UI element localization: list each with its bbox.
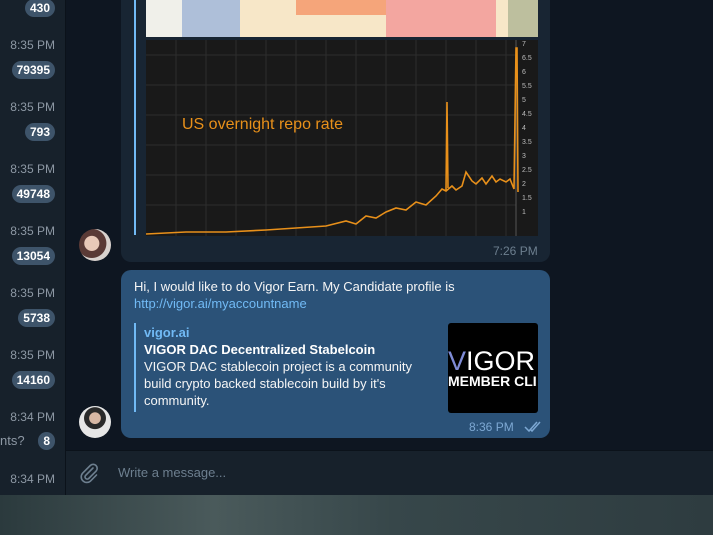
thumbnail-logo: VIGOR: [448, 346, 536, 376]
message-input[interactable]: Write a message...: [118, 465, 227, 480]
chart-axis-ticks: 7 6.5 6 5.5 5 4.5 4 3.5 3 2.5 2 1.5 1: [522, 41, 532, 216]
preview-description: VIGOR DAC stablecoin project is a commun…: [144, 359, 413, 408]
unread-badge: 430: [24, 0, 55, 17]
avatar[interactable]: [79, 406, 111, 438]
chart-caption: US overnight repo rate: [182, 116, 343, 133]
avatar[interactable]: [79, 229, 111, 261]
unread-badge: 13054: [11, 247, 55, 265]
axis-tick: 7: [522, 41, 526, 48]
link-preview-bar: [134, 323, 136, 412]
preview-site: vigor.ai: [144, 325, 190, 340]
paperclip-icon[interactable]: [78, 462, 100, 484]
chart-image-top: [146, 0, 538, 37]
axis-tick: 5.5: [522, 83, 532, 90]
profile-link[interactable]: http://vigor.ai/myaccountname: [134, 296, 307, 311]
chat-time: 8:35 PM: [10, 286, 55, 300]
preview-title: VIGOR DAC Decentralized Stabelcoin: [144, 342, 376, 357]
unread-badge: 793: [24, 123, 55, 141]
chat-time: 8:35 PM: [10, 38, 55, 52]
unread-badge: 79395: [11, 61, 55, 79]
chat-snippet: nts?: [0, 433, 25, 448]
desktop-taskbar: [0, 495, 713, 535]
axis-tick: 5: [522, 97, 526, 104]
message-text: Hi, I would like to do Vigor Earn. My Ca…: [134, 279, 455, 294]
axis-tick: 6.5: [522, 55, 532, 62]
axis-tick: 2.5: [522, 167, 532, 174]
chat-time: 8:34 PM: [10, 472, 55, 486]
outgoing-message[interactable]: Hi, I would like to do Vigor Earn. My Ca…: [121, 270, 550, 438]
chat-list: 430 8:35 PM 79395 8:35 PM 793 8:35 PM 49…: [0, 0, 66, 535]
repo-rate-chart: US overnight repo rate 7 6.5 6 5.5 5 4.5…: [146, 40, 538, 236]
axis-tick: 1: [522, 209, 526, 216]
preview-thumbnail[interactable]: VIGOR MEMBER CLI: [448, 323, 538, 413]
message-time: 7:26 PM: [493, 244, 538, 258]
double-check-icon: [524, 421, 541, 433]
axis-tick: 1.5: [522, 195, 532, 202]
link-preview[interactable]: vigor.ai VIGOR DAC Decentralized Stabelc…: [144, 324, 424, 409]
chat-time: 8:35 PM: [10, 348, 55, 362]
axis-tick: 2: [522, 181, 526, 188]
chat-time: 8:34 PM: [10, 410, 55, 424]
chat-time: 8:35 PM: [10, 100, 55, 114]
thumbnail-subtitle: MEMBER CLI: [448, 373, 537, 389]
unread-badge: 49748: [11, 185, 55, 203]
message-composer: Write a message...: [66, 450, 713, 495]
axis-tick: 3.5: [522, 139, 532, 146]
unread-badge: 8: [38, 432, 55, 450]
forward-bar: [134, 0, 136, 235]
incoming-message[interactable]: US overnight repo rate 7 6.5 6 5.5 5 4.5…: [121, 0, 550, 262]
axis-tick: 3: [522, 153, 526, 160]
axis-tick: 4.5: [522, 111, 532, 118]
chat-time: 8:35 PM: [10, 224, 55, 238]
message-time: 8:36 PM: [469, 420, 514, 434]
axis-tick: 4: [522, 125, 526, 132]
unread-badge: 5738: [18, 309, 55, 327]
axis-tick: 6: [522, 69, 526, 76]
unread-badge: 14160: [11, 371, 55, 389]
chat-time: 8:35 PM: [10, 162, 55, 176]
chat-area: US overnight repo rate 7 6.5 6 5.5 5 4.5…: [66, 0, 713, 450]
